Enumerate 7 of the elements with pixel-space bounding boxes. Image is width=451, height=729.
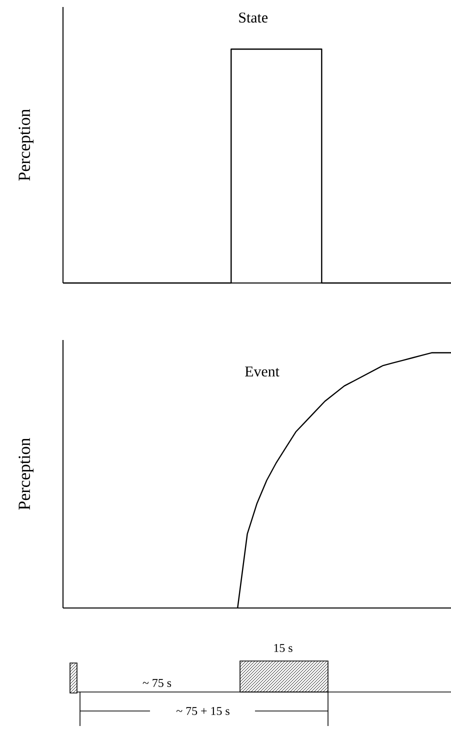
text: ~ 75 s	[142, 679, 172, 687]
text: ~ 75 + 15 s	[176, 707, 230, 716]
y-axis-title: Perception	[18, 438, 34, 510]
y-axis-title: Perception	[18, 109, 34, 181]
text: 15 s	[274, 644, 292, 652]
text: Event	[245, 366, 280, 377]
chart-title: State	[239, 12, 268, 23]
